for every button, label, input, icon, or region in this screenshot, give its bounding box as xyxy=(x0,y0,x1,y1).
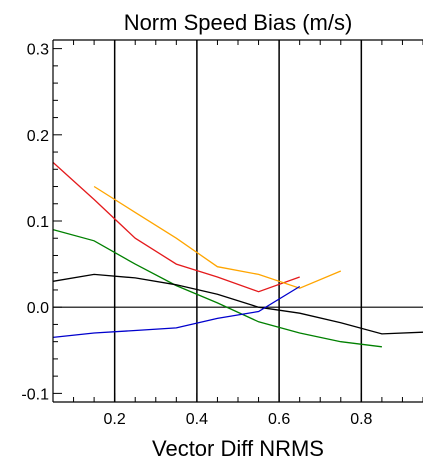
y-tick-label: -0.1 xyxy=(21,386,49,403)
x-axis-label: Vector Diff NRMS xyxy=(152,436,324,461)
series-line-1 xyxy=(93,185,342,289)
series-line-3 xyxy=(52,273,423,335)
y-tick-label: 0.3 xyxy=(27,42,49,59)
series-line-2 xyxy=(52,228,382,348)
x-tick-label: 0.8 xyxy=(350,411,372,428)
x-tick-label: 0.4 xyxy=(186,411,208,428)
y-tick-label: 0.2 xyxy=(27,128,49,145)
plot-area: -0.1 0.0 0.1 0.2 0.3 0.2 0.4 0.6 0.8 xyxy=(21,39,423,428)
series-line-4 xyxy=(52,285,301,339)
chart-title: Norm Speed Bias (m/s) xyxy=(124,10,353,35)
x-tick-label: 0.2 xyxy=(104,411,126,428)
y-tick-label: 0.1 xyxy=(27,214,49,231)
x-tick-label: 0.6 xyxy=(268,411,290,428)
series-line-0 xyxy=(52,161,300,293)
y-tick-label: 0.0 xyxy=(27,300,49,317)
